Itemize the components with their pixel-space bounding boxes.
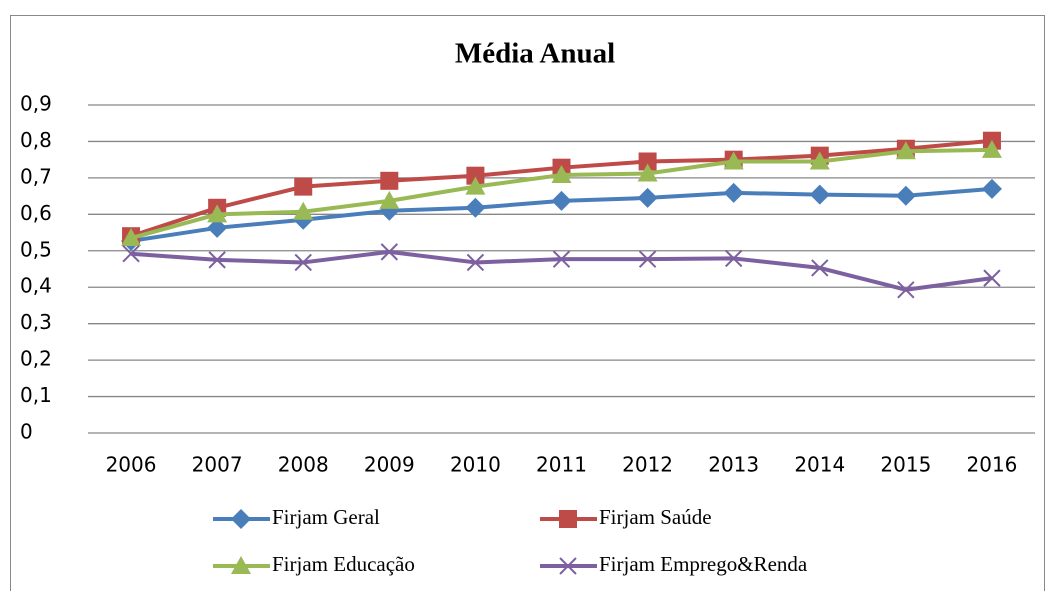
chart-frame <box>10 15 1045 591</box>
y-tick-label: 0,2 <box>20 347 52 371</box>
marker <box>811 259 829 277</box>
y-tick-label: 0,3 <box>20 310 52 334</box>
y-tick-label: 0,4 <box>20 274 52 298</box>
legend-label: Firjam Geral <box>272 505 380 529</box>
x-tick-label: 2009 <box>364 453 415 477</box>
marker <box>552 250 571 268</box>
marker <box>465 176 486 195</box>
x-tick-label: 2011 <box>536 453 587 477</box>
marker <box>380 243 399 261</box>
y-tick-label: 0,5 <box>20 237 52 261</box>
marker <box>208 251 226 269</box>
x-tick-label: 2013 <box>708 453 759 477</box>
y-tick-label: 0 <box>20 420 33 444</box>
y-tick-label: 0,9 <box>20 92 52 116</box>
marker <box>637 163 658 182</box>
y-tick-label: 0,6 <box>20 201 52 225</box>
y-tick-label: 0,7 <box>20 164 52 188</box>
marker <box>207 217 228 238</box>
x-tick-label: 2012 <box>622 453 673 477</box>
marker <box>231 509 251 529</box>
marker <box>466 166 485 185</box>
x-tick-label: 2008 <box>278 453 329 477</box>
marker <box>638 152 657 171</box>
marker <box>981 178 1002 199</box>
marker <box>723 151 744 170</box>
marker <box>380 171 399 190</box>
marker <box>465 197 486 218</box>
marker <box>809 184 830 205</box>
marker <box>231 556 251 574</box>
x-tick-label: 2016 <box>967 453 1018 477</box>
x-tick-label: 2006 <box>106 453 157 477</box>
marker <box>637 187 658 208</box>
marker <box>895 185 916 206</box>
marker <box>293 201 314 220</box>
marker <box>379 190 400 209</box>
marker <box>981 139 1002 158</box>
marker <box>551 190 572 211</box>
marker <box>559 557 577 575</box>
x-tick-label: 2007 <box>192 453 243 477</box>
x-tick-label: 2010 <box>450 453 501 477</box>
marker <box>207 204 228 223</box>
y-tick-label: 0,8 <box>20 128 52 152</box>
marker <box>551 164 572 183</box>
marker <box>724 249 743 268</box>
y-tick-label: 0,1 <box>20 383 52 407</box>
legend-label: Firjam Educação <box>272 552 415 576</box>
x-tick-label: 2015 <box>880 453 931 477</box>
marker <box>294 253 312 272</box>
marker <box>897 281 915 299</box>
marker <box>809 151 830 170</box>
marker <box>638 250 657 268</box>
chart-title: Média Anual <box>455 38 615 70</box>
marker <box>122 244 140 263</box>
marker <box>466 253 485 272</box>
marker <box>294 177 313 196</box>
marker <box>121 228 142 247</box>
legend-label: Firjam Emprego&Renda <box>599 552 808 576</box>
marker <box>895 141 916 160</box>
marker <box>559 510 577 528</box>
marker <box>983 269 1001 287</box>
marker <box>723 182 744 203</box>
x-tick-label: 2014 <box>794 453 845 477</box>
legend-label: Firjam Saúde <box>599 505 712 529</box>
